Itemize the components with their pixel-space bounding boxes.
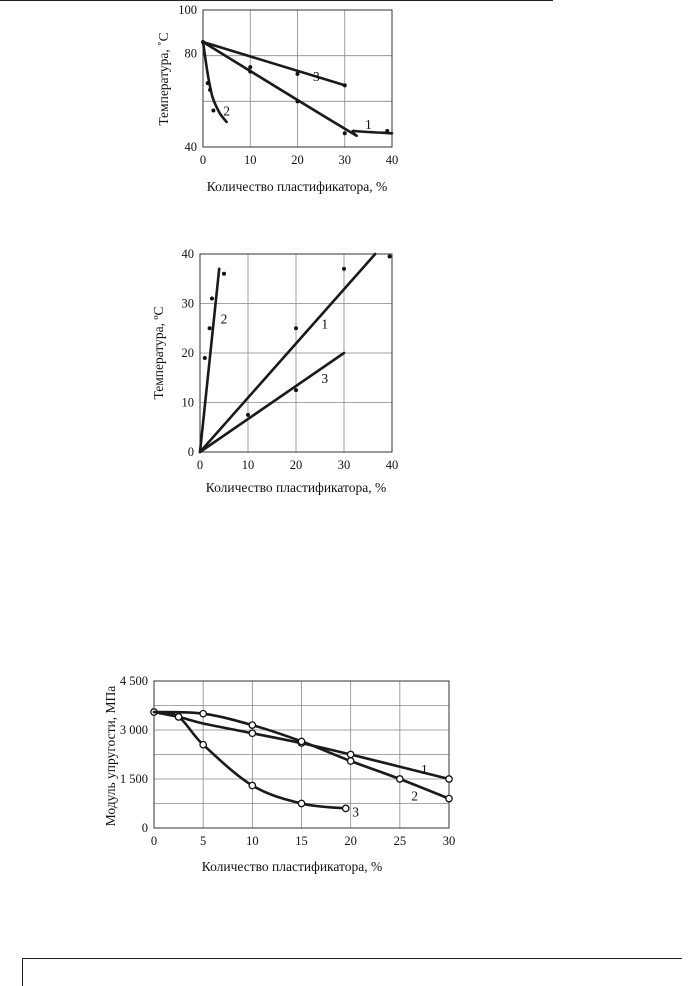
- x-tick-label: 40: [386, 458, 399, 472]
- data-point-series-2: [207, 326, 212, 331]
- x-tick-label: 25: [394, 834, 407, 848]
- series-label-1: 1: [321, 316, 328, 331]
- data-point-series-1: [342, 266, 346, 271]
- data-point-series-1: [294, 326, 298, 331]
- y-tick-label: 30: [182, 297, 195, 311]
- data-point-series-2: [297, 737, 306, 746]
- series-line-2: [201, 40, 228, 124]
- data-point-series-3: [341, 804, 350, 813]
- data-point-series-3: [295, 71, 300, 76]
- series-label-1: 1: [421, 762, 428, 777]
- data-point-series-3: [199, 740, 208, 749]
- data-point-series-2: [199, 709, 208, 718]
- y-tick-label: 100: [178, 3, 197, 17]
- y-tick-label: 1 500: [120, 772, 148, 786]
- x-tick-label: 20: [344, 834, 357, 848]
- x-tick-label: 30: [339, 153, 352, 167]
- plot-frame: [199, 253, 393, 453]
- bottom-rule: [22, 958, 682, 959]
- series-line-3: [198, 351, 346, 454]
- data-point-series-3: [174, 713, 183, 721]
- chart-temperature-vs-plasticizer-1: 0 10 20 30 40 40 80 100 Количество пластификатор…: [156, 3, 399, 194]
- x-tick-label: 0: [197, 458, 203, 472]
- x-axis-title: Количество пластификатора, %: [206, 480, 387, 495]
- data-point-series-1: [295, 99, 300, 104]
- data-point-series-1: [445, 775, 453, 783]
- data-point-series-2: [202, 355, 207, 360]
- chart-elastic-modulus-vs-plasticizer: 0 5 10 15 20 25 30 0 1 500 3 000 4 500 Количество п…: [103, 674, 456, 874]
- data-point-series-3: [248, 65, 253, 70]
- data-point-series-3: [297, 799, 306, 808]
- data-point-series-1: [248, 729, 257, 738]
- y-tick-label: 3 000: [120, 723, 148, 737]
- series-line-2: [198, 267, 221, 454]
- data-point-series-2: [346, 757, 355, 765]
- data-point-series-2: [248, 721, 257, 729]
- y-axis-title: Температура, ˚С: [156, 32, 171, 125]
- data-point-series-1: [387, 254, 392, 259]
- x-axis-title: Количество пластификатора, %: [207, 179, 388, 194]
- x-tick-label: 30: [338, 458, 351, 472]
- y-axis-title: Температура, ºС: [151, 306, 166, 399]
- series-label-3: 3: [352, 805, 359, 820]
- series-line-1: [201, 40, 394, 138]
- data-point-series-2: [208, 87, 213, 92]
- y-tick-label: 10: [182, 396, 195, 410]
- x-tick-label: 5: [200, 834, 206, 848]
- series-label-3: 3: [313, 69, 320, 84]
- series-line-3: [201, 40, 347, 87]
- series-line-1: [198, 252, 377, 454]
- chart-temperature-vs-plasticizer-2: 0 10 20 30 40 0 10 20 30 40 Количество пластификат…: [151, 247, 399, 495]
- data-point-series-2: [395, 775, 404, 783]
- x-tick-label: 0: [151, 834, 157, 848]
- y-tick-label: 20: [182, 346, 195, 360]
- data-point-series-1: [248, 69, 253, 74]
- top-rule: [0, 0, 553, 1]
- x-tick-label: 10: [244, 153, 257, 167]
- y-axis-title: Модуль упругости, МПа: [103, 686, 118, 827]
- series-label-2: 2: [223, 103, 230, 118]
- y-tick-label: 0: [142, 821, 148, 835]
- data-point-series-2: [445, 794, 453, 803]
- x-tick-label: 15: [295, 834, 308, 848]
- data-point-series-2: [222, 271, 226, 276]
- series-label-1: 1: [365, 117, 372, 132]
- data-point-series-1: [346, 750, 355, 759]
- y-tick-label: 0: [188, 445, 194, 459]
- x-axis-title: Количество пластификатора, %: [202, 859, 383, 874]
- series-label-2: 2: [221, 311, 228, 326]
- data-point-series-1: [342, 131, 347, 136]
- x-tick-label: 40: [386, 153, 399, 167]
- x-tick-label: 10: [246, 834, 259, 848]
- data-point-series-3: [246, 412, 250, 417]
- data-point-series-3: [342, 83, 347, 88]
- plot-frame: [153, 680, 450, 829]
- x-tick-label: 20: [291, 153, 304, 167]
- x-tick-label: 10: [242, 458, 255, 472]
- x-tick-label: 30: [443, 834, 456, 848]
- data-point-series-2: [205, 81, 210, 86]
- y-tick-label: 4 500: [120, 674, 148, 688]
- x-tick-label: 0: [200, 153, 206, 167]
- data-point-series-1: [385, 129, 390, 134]
- plot-frame: [202, 9, 393, 148]
- data-point-series-3: [248, 781, 257, 790]
- series-label-3: 3: [321, 371, 328, 386]
- y-tick-label: 80: [185, 47, 198, 61]
- y-tick-label: 40: [182, 247, 195, 261]
- x-tick-label: 20: [290, 458, 303, 472]
- data-point-series-2: [210, 296, 214, 301]
- data-point-series-2: [211, 108, 216, 113]
- data-point-series-3: [294, 388, 298, 393]
- y-tick-label: 40: [185, 140, 198, 154]
- series-label-2: 2: [411, 788, 418, 803]
- bottom-corner-tick: [22, 958, 23, 986]
